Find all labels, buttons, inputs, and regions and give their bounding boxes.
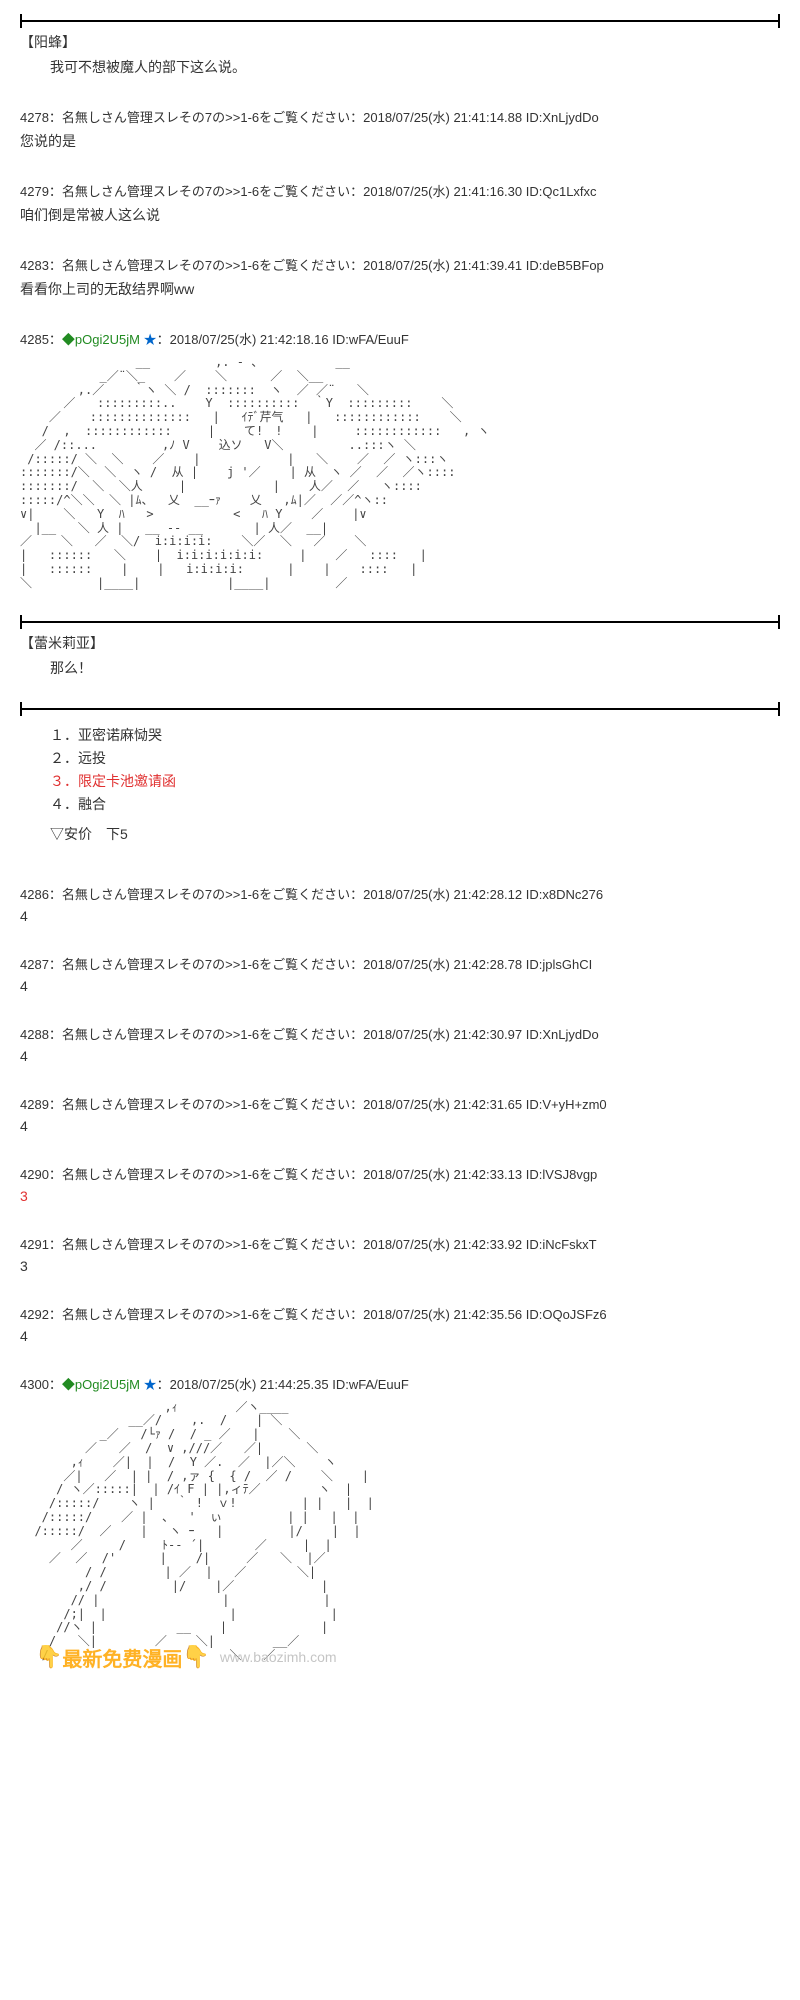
- dialogue-block-2: 【蕾米莉亚】 那么！: [20, 633, 780, 678]
- ascii-art-2: ,ｨ ／ヽ____ __／/ ,. / | ＼ _／ /└ｧ / / _ ／ |…: [20, 1401, 780, 1663]
- post-body: 4: [20, 978, 780, 994]
- post-header: 4289：名無しさん管理スレその7の>>1-6をご覧ください：2018/07/2…: [20, 1094, 780, 1113]
- post-num: 4300：: [20, 1377, 62, 1392]
- post-4278: 4278：名無しさん管理スレその7の>>1-6をご覧ください：2018/07/2…: [20, 107, 780, 151]
- post-4300-aa: 4300：◆pOgi2U5jM ★：2018/07/25(水) 21:44:25…: [20, 1374, 780, 1663]
- post-header: 4288：名無しさん管理スレその7の>>1-6をご覧ください：2018/07/2…: [20, 1024, 780, 1043]
- post-4283: 4283：名無しさん管理スレその7の>>1-6をご覧ください：2018/07/2…: [20, 255, 780, 299]
- post-header: 4285：◆pOgi2U5jM ★：2018/07/25(水) 21:42:18…: [20, 329, 780, 348]
- post-meta: ：2018/07/25(水) 21:44:25.35 ID:wFA/EuuF: [157, 1377, 409, 1392]
- character-name: 【蕾米莉亚】: [20, 633, 780, 653]
- post-body: 4: [20, 1048, 780, 1064]
- pointer-icon: 👇: [182, 1644, 209, 1670]
- option-3: ３．限定卡池邀请函: [50, 771, 780, 791]
- post-body: 您说的是: [20, 131, 780, 151]
- post-num: 4285：: [20, 332, 62, 347]
- post-header: 4286：名無しさん管理スレその7の>>1-6をご覧ください：2018/07/2…: [20, 884, 780, 903]
- post-header: 4290：名無しさん管理スレその7の>>1-6をご覧ください：2018/07/2…: [20, 1164, 780, 1183]
- post-4285-aa: 4285：◆pOgi2U5jM ★：2018/07/25(水) 21:42:18…: [20, 329, 780, 591]
- post-header: 4287：名無しさん管理スレその7の>>1-6をご覧ください：2018/07/2…: [20, 954, 780, 973]
- vote-post: 4290：名無しさん管理スレその7の>>1-6をご覧ください：2018/07/2…: [20, 1164, 780, 1204]
- section-divider: [20, 621, 780, 623]
- vote-post: 4291：名無しさん管理スレその7の>>1-6をご覧ください：2018/07/2…: [20, 1234, 780, 1274]
- dialogue-block-1: 【阳蜂】 我可不想被魔人的部下这么说。: [20, 32, 780, 77]
- star-icon: ★: [144, 1377, 157, 1392]
- vote-post: 4286：名無しさん管理スレその7の>>1-6をご覧ください：2018/07/2…: [20, 884, 780, 924]
- post-body: 4: [20, 1118, 780, 1134]
- post-body: 4: [20, 908, 780, 924]
- post-header: 4278：名無しさん管理スレその7の>>1-6をご覧ください：2018/07/2…: [20, 107, 780, 126]
- post-header: 4279：名無しさん管理スレその7の>>1-6をご覧ください：2018/07/2…: [20, 181, 780, 200]
- ascii-art-1: __ ,. - 、 __ _／¨＼_ ／ ＼ ／ ＼__ ,.／ ｀ヽ ＼ / …: [20, 356, 780, 591]
- post-body: 咱们倒是常被人这么说: [20, 205, 780, 225]
- option-2: ２．远投: [50, 748, 780, 768]
- option-1: １．亚密诺麻恸哭: [50, 725, 780, 745]
- watermark-text: 最新免费漫画: [62, 1643, 182, 1672]
- section-divider-top: [20, 20, 780, 22]
- vote-post: 4289：名無しさん管理スレその7の>>1-6をご覧ください：2018/07/2…: [20, 1094, 780, 1134]
- watermark: 👇 最新免费漫画 👇 www.baozimh.com: [20, 1643, 780, 1672]
- watermark-url: www.baozimh.com: [220, 1649, 337, 1665]
- vote-post: 4292：名無しさん管理スレその7の>>1-6をご覧ください：2018/07/2…: [20, 1304, 780, 1344]
- post-body: 看看你上司的无敌结界啊ww: [20, 279, 780, 299]
- post-meta: ：2018/07/25(水) 21:42:18.16 ID:wFA/EuuF: [157, 332, 409, 347]
- post-4279: 4279：名無しさん管理スレその7の>>1-6をご覧ください：2018/07/2…: [20, 181, 780, 225]
- post-header: 4292：名無しさん管理スレその7の>>1-6をご覧ください：2018/07/2…: [20, 1304, 780, 1323]
- option-4: ４．融合: [50, 794, 780, 814]
- post-body: 3: [20, 1188, 780, 1204]
- anka-label: ▽安价 下5: [50, 824, 780, 844]
- options-list: １．亚密诺麻恸哭 ２．远投 ３．限定卡池邀请函 ４．融合: [50, 725, 780, 814]
- vote-post: 4287：名無しさん管理スレその7の>>1-6をご覧ください：2018/07/2…: [20, 954, 780, 994]
- section-divider: [20, 708, 780, 710]
- character-line: 那么！: [50, 658, 780, 678]
- post-header: 4300：◆pOgi2U5jM ★：2018/07/25(水) 21:44:25…: [20, 1374, 780, 1393]
- tripcode: ◆pOgi2U5jM: [62, 1377, 140, 1392]
- post-header: 4291：名無しさん管理スレその7の>>1-6をご覧ください：2018/07/2…: [20, 1234, 780, 1253]
- post-header: 4283：名無しさん管理スレその7の>>1-6をご覧ください：2018/07/2…: [20, 255, 780, 274]
- post-body: 3: [20, 1258, 780, 1274]
- character-name: 【阳蜂】: [20, 32, 780, 52]
- star-icon: ★: [144, 332, 157, 347]
- vote-post: 4288：名無しさん管理スレその7の>>1-6をご覧ください：2018/07/2…: [20, 1024, 780, 1064]
- character-line: 我可不想被魔人的部下这么说。: [50, 57, 780, 77]
- tripcode: ◆pOgi2U5jM: [62, 332, 140, 347]
- post-body: 4: [20, 1328, 780, 1344]
- pointer-icon: 👇: [35, 1644, 62, 1670]
